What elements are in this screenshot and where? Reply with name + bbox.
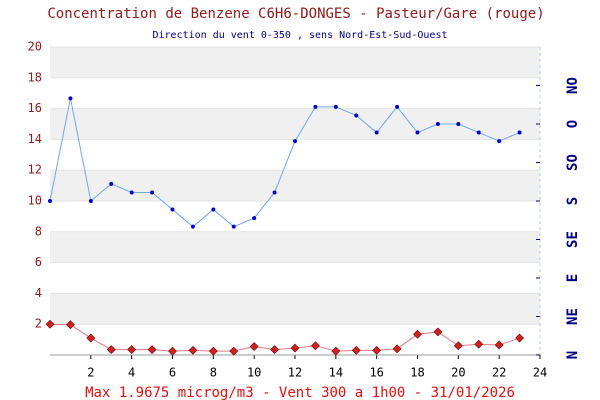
point — [211, 207, 216, 212]
x-tick-label: 6 — [169, 366, 176, 380]
point — [290, 343, 300, 353]
point — [150, 190, 155, 195]
point — [453, 341, 463, 351]
series-line — [49, 323, 520, 352]
x-tick-label: 16 — [369, 366, 383, 380]
point — [354, 113, 359, 118]
y-tick-label: 12 — [28, 163, 42, 177]
point — [497, 139, 502, 144]
y2-tick-label: NE — [565, 308, 581, 325]
point — [392, 344, 402, 354]
point — [476, 130, 481, 135]
point — [413, 329, 422, 339]
point — [435, 122, 440, 126]
point — [517, 130, 522, 135]
y2-tick-label: O — [565, 120, 581, 128]
grid-band — [50, 108, 540, 140]
y-tick-label: 18 — [28, 70, 42, 84]
y-tick-label: 10 — [28, 194, 42, 208]
point — [433, 327, 443, 337]
x-tick-label: 12 — [288, 366, 302, 380]
point — [351, 345, 361, 355]
y2-tick-label: S — [565, 197, 581, 205]
point — [313, 104, 318, 109]
point — [293, 139, 297, 144]
footer: Max 1.9675 microg/m3 - Vent 300 a 1h00 -… — [85, 385, 515, 400]
y2-tick-label: NO — [565, 77, 581, 94]
grid-band — [50, 231, 540, 263]
x-tick-label: 2 — [87, 366, 94, 380]
point — [374, 130, 379, 135]
y2-tick-label: N — [565, 351, 581, 359]
y2-tick-label: SO — [565, 154, 581, 171]
point — [415, 130, 420, 135]
y-tick-label: 4 — [35, 286, 42, 300]
point — [147, 345, 157, 355]
point — [231, 224, 236, 229]
grid-band — [50, 170, 540, 201]
point — [88, 199, 93, 203]
point — [494, 340, 504, 350]
x-tick-label: 18 — [410, 366, 424, 380]
point — [272, 190, 277, 195]
x-tick-label: 24 — [533, 366, 547, 380]
grid-band — [50, 47, 540, 78]
point — [48, 199, 52, 203]
x-tick-label: 10 — [247, 366, 261, 380]
point — [333, 104, 338, 109]
x-tick-label: 14 — [329, 366, 343, 380]
point — [270, 345, 280, 355]
y2-tick-label: E — [565, 274, 581, 282]
point — [456, 122, 461, 126]
point — [170, 207, 175, 212]
point — [229, 346, 239, 356]
point — [208, 346, 218, 356]
y-tick-label: 14 — [28, 132, 42, 146]
x-tick-label: 8 — [210, 366, 217, 380]
point — [190, 224, 195, 229]
x-tick-label: 20 — [451, 366, 465, 380]
point — [65, 320, 75, 330]
point — [372, 345, 382, 355]
point — [109, 181, 114, 186]
chart-title: Concentration de Benzene C6H6-DONGES - P… — [47, 6, 544, 22]
chart-subtitle: Direction du vent 0-350 , sens Nord-Est-… — [152, 30, 447, 41]
y-tick-label: 16 — [28, 101, 42, 115]
point — [106, 345, 116, 355]
point — [188, 345, 198, 355]
y-tick-label: 20 — [28, 40, 42, 54]
x-tick-label: 22 — [492, 366, 506, 380]
point — [474, 339, 484, 349]
point — [252, 216, 257, 221]
series-line — [49, 98, 520, 228]
point — [45, 319, 55, 329]
grid-band — [50, 293, 540, 325]
x-tick-label: 4 — [128, 366, 135, 380]
point — [515, 333, 525, 343]
y-tick-label: 6 — [35, 255, 42, 269]
y-tick-label: 8 — [35, 224, 42, 238]
point — [68, 96, 73, 101]
y-tick-label: 2 — [35, 317, 42, 331]
point — [86, 333, 96, 343]
point — [249, 342, 259, 351]
point — [395, 104, 400, 109]
point — [127, 345, 137, 355]
point — [129, 190, 134, 195]
y2-tick-label: SE — [565, 231, 581, 248]
point — [331, 346, 341, 356]
point — [168, 346, 177, 356]
point — [310, 341, 320, 351]
